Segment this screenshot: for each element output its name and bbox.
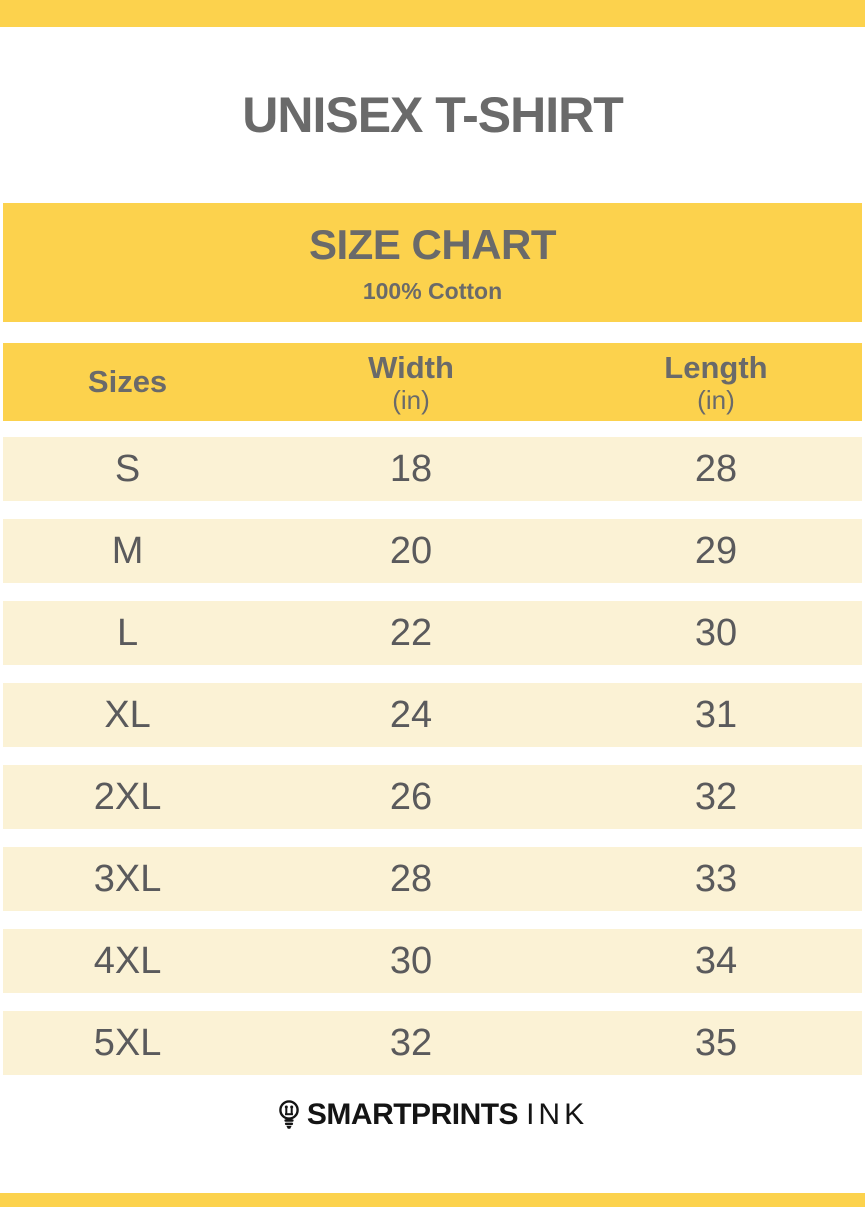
column-label: Sizes [87, 364, 168, 400]
table-row: 5XL 32 35 [3, 1011, 862, 1075]
size-cell: 4XL [93, 939, 162, 982]
length-cell: 30 [694, 611, 738, 654]
width-cell: 24 [389, 693, 433, 736]
width-cell: 30 [389, 939, 433, 982]
size-cell: 3XL [93, 857, 162, 900]
size-cell: L [116, 611, 139, 654]
banner-subtitle: 100% Cotton [362, 277, 503, 304]
table-row: XL 24 31 [3, 683, 862, 747]
brand-name-light: INK [526, 1098, 589, 1131]
banner-title: SIZE CHART [309, 220, 557, 268]
table-row: 2XL 26 32 [3, 765, 862, 829]
size-cell: XL [104, 693, 151, 736]
page-title: UNISEX T-SHIRT [242, 87, 623, 143]
column-header-sizes: Sizes [3, 343, 252, 421]
length-cell: 34 [694, 939, 738, 982]
size-cell: M [111, 529, 144, 572]
table-row: S 18 28 [3, 437, 862, 501]
length-cell: 33 [694, 857, 738, 900]
column-unit: (in) [697, 384, 735, 415]
length-cell: 35 [694, 1021, 738, 1064]
top-accent-bar [0, 0, 865, 27]
length-cell: 31 [694, 693, 738, 736]
brand-name-bold: SMARTPRINTS [306, 1098, 519, 1131]
size-cell: 5XL [93, 1021, 162, 1064]
table-header-row: Sizes Width (in) Length (in) [3, 343, 862, 421]
width-cell: 18 [389, 447, 433, 490]
width-cell: 22 [389, 611, 433, 654]
width-cell: 26 [389, 775, 433, 818]
column-header-length: Length (in) [570, 343, 862, 421]
bottom-accent-bar [0, 1193, 865, 1207]
size-cell: 2XL [93, 775, 162, 818]
title-area: UNISEX T-SHIRT [0, 27, 865, 203]
length-cell: 32 [694, 775, 738, 818]
length-cell: 29 [694, 529, 738, 572]
column-label: Length [664, 349, 768, 385]
column-unit: (in) [392, 384, 430, 415]
brand-footer: SMARTPRINTS INK [0, 1097, 865, 1133]
column-header-width: Width (in) [252, 343, 570, 421]
size-chart-banner: SIZE CHART 100% Cotton [3, 203, 862, 322]
table-row: 4XL 30 34 [3, 929, 862, 993]
table-row: 3XL 28 33 [3, 847, 862, 911]
width-cell: 32 [389, 1021, 433, 1064]
table-row: M 20 29 [3, 519, 862, 583]
size-cell: S [114, 447, 141, 490]
width-cell: 20 [389, 529, 433, 572]
length-cell: 28 [694, 447, 738, 490]
column-label: Width [368, 349, 454, 385]
table-row: L 22 30 [3, 601, 862, 665]
width-cell: 28 [389, 857, 433, 900]
lightbulb-icon [279, 1100, 299, 1129]
